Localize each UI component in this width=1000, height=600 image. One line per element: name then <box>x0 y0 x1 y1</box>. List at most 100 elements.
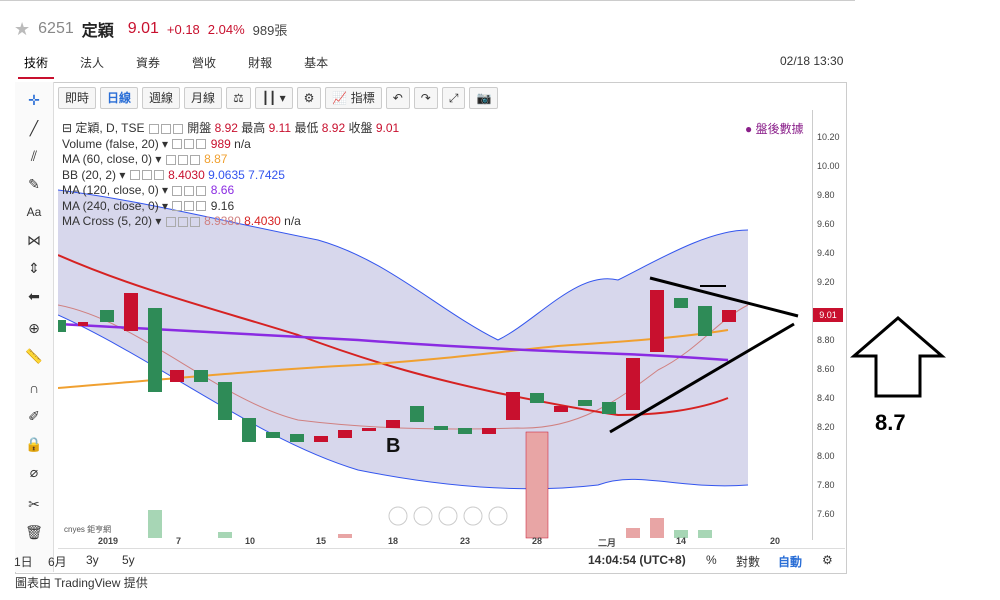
candle <box>602 402 616 414</box>
legend-ma60[interactable]: MA (60, close, 0) ▾ 8.87 <box>62 152 228 166</box>
candles <box>58 290 736 442</box>
legend-ma120[interactable]: MA (120, close, 0) ▾ 8.66 <box>62 183 235 197</box>
intraday-button[interactable]: 即時 <box>58 87 97 109</box>
candle <box>100 310 114 322</box>
tab-revenue[interactable]: 營收 <box>192 56 217 70</box>
candle <box>698 306 712 336</box>
candle <box>170 370 184 382</box>
tools-icon[interactable]: ✂ <box>28 496 40 512</box>
candle <box>722 310 736 322</box>
legend-macross-v2: 8.4030 <box>244 214 281 228</box>
legend-bb[interactable]: BB (20, 2) ▾ 8.4030 9.0635 7.7425 <box>62 167 285 182</box>
pencil-icon[interactable]: ✐ <box>28 408 40 424</box>
after-hours-label[interactable]: ● 盤後數據 <box>745 122 804 136</box>
candle <box>290 434 304 442</box>
daily-button[interactable]: 日線 <box>100 87 139 109</box>
candle <box>338 430 352 438</box>
date-axis[interactable]: 2019 7 10 15 18 23 28 二月 14 20 <box>58 536 812 548</box>
drawing-toolbar: ✛ ╱ ⫽ ✎ Aa ⋈ ⇕ ⬅ ⊕ 📏 ∩ ✐ 🔒 ⌀ ✂ 🗑 <box>15 82 54 572</box>
legend-volume-value: 989 <box>210 136 231 151</box>
measure-icon[interactable]: ⇕ <box>28 260 40 276</box>
trash-icon[interactable]: 🗑 <box>25 524 43 540</box>
lock-icon[interactable]: 🔒 <box>25 436 43 452</box>
x-tick: 28 <box>532 536 543 546</box>
weekly-button[interactable]: 週線 <box>142 87 181 109</box>
range-3y-button[interactable]: 3y <box>86 553 99 567</box>
legend-volume[interactable]: Volume (false, 20) ▾ 989 n/a <box>62 136 251 151</box>
ruler-icon[interactable]: 📏 <box>25 348 43 364</box>
y-tick: 8.00 <box>817 451 835 461</box>
lower-trend-line <box>609 322 795 434</box>
candle-type-icon[interactable]: ┃┃ ▾ <box>254 87 293 109</box>
y-tick: 9.20 <box>817 277 835 287</box>
range-6m-button[interactable]: 6月 <box>48 555 67 569</box>
y-tick: 8.40 <box>817 393 835 403</box>
legend-high-value: 9.11 <box>268 121 292 135</box>
bb-lower-line <box>58 314 749 490</box>
favorite-star-icon[interactable]: ★ <box>14 18 31 39</box>
fullscreen-icon[interactable]: ⤢ <box>441 87 466 109</box>
magnet-icon[interactable]: ∩ <box>28 380 40 396</box>
candle <box>362 428 376 431</box>
brush-icon[interactable]: ✎ <box>28 176 40 192</box>
percent-toggle[interactable]: % <box>706 553 717 567</box>
x-tick: 23 <box>460 536 471 546</box>
legend-ma240[interactable]: MA (240, close, 0) ▾ 9.16 <box>62 198 235 213</box>
candle <box>124 293 138 331</box>
fib-icon[interactable]: ⫽ <box>30 148 38 164</box>
y-tick: 8.80 <box>817 335 835 345</box>
tab-financials[interactable]: 財報 <box>248 56 273 70</box>
price-axis[interactable]: 10.20 10.00 9.80 9.60 9.40 9.20 9.01 8.8… <box>812 110 846 540</box>
log-toggle[interactable]: 對數 <box>736 555 761 569</box>
x-tick: 15 <box>316 536 327 546</box>
tab-technical[interactable]: 技術 <box>18 52 55 79</box>
legend-main: ⊟ 定穎, D, TSE 開盤 8.92 最高 9.11 最低 8.92 收盤 … <box>62 121 400 135</box>
crosshair-icon[interactable]: ✛ <box>28 92 40 108</box>
compare-icon[interactable]: ⚖ <box>226 87 251 109</box>
arrow-left-icon[interactable]: ⬅ <box>28 288 40 304</box>
zoom-out-icon[interactable] <box>413 506 433 526</box>
zoom-in-icon[interactable]: ⊕ <box>28 320 40 336</box>
quote-header: ★ 6251 定穎 9.01 +0.18 2.04% 989張 <box>14 14 287 44</box>
undo-icon[interactable]: ↶ <box>385 87 410 109</box>
tab-margin[interactable]: 資券 <box>136 56 161 70</box>
auto-toggle[interactable]: 自動 <box>778 555 803 569</box>
eye-hidden-icon[interactable]: ⌀ <box>29 464 39 480</box>
volume-text: 989張 <box>252 22 288 38</box>
candle <box>148 308 162 392</box>
monthly-button[interactable]: 月線 <box>184 87 223 109</box>
candle <box>410 406 424 422</box>
price-chart[interactable]: B cnyes 鉅亨網 <box>58 110 812 548</box>
indicators-button[interactable]: 📈 指標 <box>325 87 382 109</box>
camera-icon[interactable]: 📷 <box>469 87 499 109</box>
candle <box>482 428 496 434</box>
legend-bb-v1: 8.4030 <box>168 167 205 182</box>
legend-macross-na: n/a <box>284 214 301 228</box>
legend-macross[interactable]: MA Cross (5, 20) ▾ 8.9380 8.4030 n/a <box>62 214 301 228</box>
scroll-left-icon[interactable] <box>388 506 408 526</box>
tab-institutional[interactable]: 法人 <box>80 56 105 70</box>
legend-low-label: 最低 <box>294 121 319 135</box>
range-5y-button[interactable]: 5y <box>122 553 135 567</box>
candle <box>554 406 568 412</box>
text-icon[interactable]: Aa <box>26 205 42 219</box>
redo-icon[interactable]: ↷ <box>413 87 438 109</box>
legend-open-value: 8.92 <box>214 121 238 135</box>
candle <box>266 432 280 438</box>
chart-settings-icon[interactable]: ⚙ <box>822 553 833 567</box>
b-label: B <box>386 435 400 457</box>
range-1d-button[interactable]: 1日 <box>14 555 33 569</box>
candle <box>78 322 88 326</box>
trend-line-icon[interactable]: ╱ <box>29 120 39 136</box>
x-tick: 7 <box>176 536 182 546</box>
scroll-right-icon[interactable] <box>488 506 508 526</box>
reset-icon[interactable] <box>438 506 458 526</box>
tab-basic[interactable]: 基本 <box>304 56 329 70</box>
price-change: +0.18 <box>166 21 200 37</box>
candle <box>458 428 472 434</box>
pattern-icon[interactable]: ⋈ <box>27 232 41 248</box>
settings-icon[interactable]: ⚙ <box>296 87 322 109</box>
navigation-buttons <box>388 506 508 526</box>
zoom-in-nav-icon[interactable] <box>463 506 483 526</box>
triangle-drawing <box>609 276 799 434</box>
